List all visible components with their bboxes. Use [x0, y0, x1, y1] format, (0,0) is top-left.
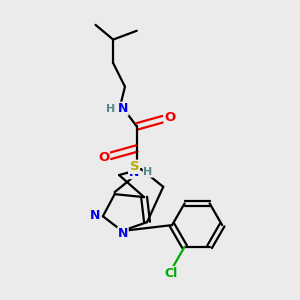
- Text: N: N: [90, 209, 101, 222]
- Text: S: S: [130, 160, 140, 173]
- Text: N: N: [118, 102, 128, 115]
- Text: Cl: Cl: [165, 267, 178, 280]
- Text: N: N: [118, 227, 128, 240]
- Text: H: H: [106, 104, 116, 114]
- Text: H: H: [143, 167, 153, 177]
- Text: O: O: [98, 151, 110, 164]
- Text: O: O: [164, 111, 176, 124]
- Text: N: N: [129, 166, 139, 178]
